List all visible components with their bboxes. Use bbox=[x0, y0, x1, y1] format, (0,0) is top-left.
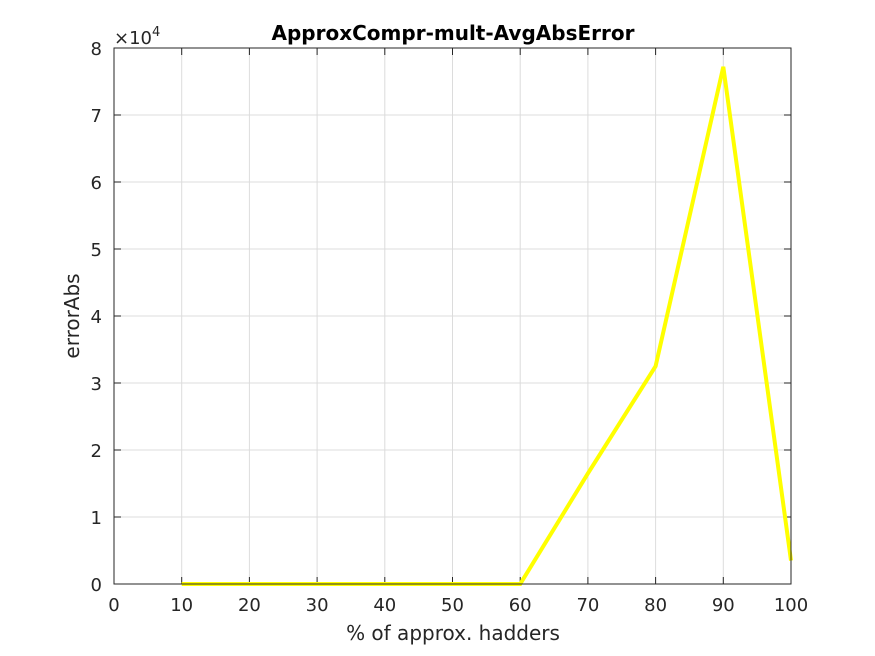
y-axis-exponent-base: ×10 bbox=[114, 28, 152, 49]
x-axis-label: % of approx. hadders bbox=[346, 621, 560, 645]
plot-frame bbox=[113, 47, 792, 585]
chart-title: ApproxCompr-mult-AvgAbsError bbox=[272, 21, 635, 45]
y-axis-exponent: ×104 bbox=[114, 25, 160, 49]
x-tick-label: 0 bbox=[108, 595, 119, 616]
y-axis-exponent-power: 4 bbox=[152, 25, 160, 40]
x-tick-label: 80 bbox=[644, 595, 667, 616]
y-tick-label: 8 bbox=[91, 39, 102, 60]
y-tick-label: 6 bbox=[91, 173, 102, 194]
y-tick-label: 4 bbox=[91, 307, 102, 328]
x-tick-label: 30 bbox=[306, 595, 329, 616]
y-tick-labels: 0 1 2 3 4 5 6 7 8 bbox=[91, 39, 102, 596]
x-tick-label: 10 bbox=[170, 595, 193, 616]
y-tick-label: 7 bbox=[91, 106, 102, 127]
x-tick-label: 70 bbox=[576, 595, 599, 616]
x-tick-label: 40 bbox=[373, 595, 396, 616]
x-tick-label: 100 bbox=[774, 595, 808, 616]
x-tick-labels: 0 10 20 30 40 50 60 70 80 90 100 bbox=[108, 595, 808, 616]
y-tick-label: 2 bbox=[91, 441, 102, 462]
y-axis-label: errorAbs bbox=[60, 273, 84, 358]
x-tick-label: 60 bbox=[509, 595, 532, 616]
y-tick-label: 5 bbox=[91, 240, 102, 261]
y-tick-label: 3 bbox=[91, 374, 102, 395]
x-tick-label: 90 bbox=[712, 595, 735, 616]
y-tick-label: 0 bbox=[91, 575, 102, 596]
x-tick-label: 20 bbox=[238, 595, 261, 616]
y-tick-label: 1 bbox=[91, 508, 102, 529]
x-tick-label: 50 bbox=[441, 595, 464, 616]
